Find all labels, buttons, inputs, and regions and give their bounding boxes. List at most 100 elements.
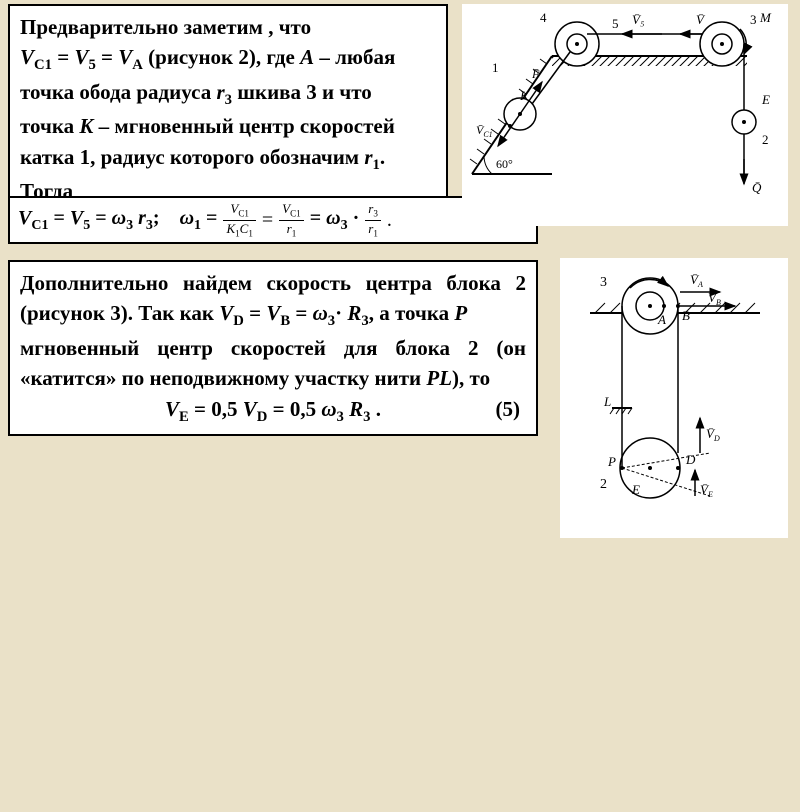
text: = [48, 207, 69, 229]
label-Q: Q̄ [752, 180, 762, 195]
sym: V [282, 201, 290, 216]
sym: V [165, 397, 179, 421]
sub: 3 [363, 409, 370, 425]
text: ; [153, 207, 180, 229]
sym: A [300, 45, 314, 69]
box1-line4: точка K – мгновенный центр скоростей [20, 111, 436, 141]
sym: ω [180, 207, 194, 229]
text: = [290, 301, 312, 325]
sub: D [233, 314, 244, 330]
sym: ω [326, 207, 340, 229]
sub: C1 [238, 209, 249, 219]
sub: 3 [361, 314, 368, 330]
sym: R [347, 301, 361, 325]
figure-2: 3 A V̄A B V̄B L 2 P D V̄D E V̄E Рисунок … [560, 258, 788, 538]
text: . [371, 397, 382, 421]
sub: 3 [146, 218, 153, 233]
box1-line1: Предварительно заметим , что [20, 12, 436, 42]
text: = [244, 301, 266, 325]
text: = [90, 207, 111, 229]
sub: 1 [292, 228, 297, 238]
sub: A [132, 58, 143, 74]
sym: PL [426, 366, 452, 390]
sub: B [280, 314, 290, 330]
sym: r [138, 207, 146, 229]
sym: V [219, 301, 233, 325]
sym: r [216, 80, 224, 104]
text: · [348, 207, 360, 229]
sub: C1 [34, 58, 52, 74]
fraction-1: VC1 K1C1 [223, 202, 255, 238]
sym: V [20, 45, 34, 69]
angle-label: 60° [496, 157, 513, 171]
sub: E [179, 409, 189, 425]
sym: r [364, 145, 372, 169]
text: = [96, 45, 118, 69]
text: = 0,5 [267, 397, 321, 421]
box1-line3: точка обода радиуса r3 шкива 3 и что [20, 77, 436, 112]
text: – любая [314, 45, 395, 69]
sub: C1 [290, 209, 301, 219]
text: катка 1, радиус которого обозначим [20, 145, 364, 169]
label-4: 4 [540, 10, 547, 25]
label-1: 1 [492, 60, 499, 75]
sym: V [266, 301, 280, 325]
sym: P [454, 301, 467, 325]
sym: ω [112, 207, 126, 229]
sub: 5 [88, 58, 95, 74]
textbox-1: Предварительно заметим , что VC1 = V5 = … [8, 4, 448, 215]
sub: D [257, 409, 268, 425]
text: (рисунок 2), где [143, 45, 300, 69]
box1-line2: VC1 = V5 = VA (рисунок 2), где A – любая [20, 42, 436, 77]
label-3b: 3 [600, 275, 607, 290]
box3-p2: мгновенный центр скоростей для блока 2 (… [20, 333, 526, 394]
sym: ω [321, 397, 336, 421]
sub: 3 [225, 92, 232, 108]
label-VE: V̄E [700, 482, 713, 499]
label-D: D [685, 452, 696, 467]
fraction-3: r3 r1 [365, 202, 381, 238]
text: шкива 3 и что [232, 80, 372, 104]
sym: V [243, 397, 257, 421]
label-V5: V̄₅ [632, 12, 644, 27]
sym: R [349, 397, 363, 421]
label-2b: 2 [600, 477, 607, 492]
label-M: M [759, 10, 772, 25]
text: ), то [452, 366, 490, 390]
figure-1: 60° 4 5 V̄₅ V̄ 3 M E 2 Q̄ 1 K V̄C1 F̄ Ри… [462, 4, 788, 226]
equation-4: VC1 = V5 = ω3 r3; ω1 = VC1 K1C1 = VC1 r1… [18, 202, 528, 238]
sym: K [79, 114, 93, 138]
label-Eb: E [631, 482, 640, 497]
text: . [380, 145, 385, 169]
label-E: E [761, 92, 770, 107]
label-3: 3 [750, 12, 757, 27]
sym: V [118, 45, 132, 69]
text: = [262, 209, 273, 232]
label-5: 5 [612, 16, 619, 31]
text: точка обода радиуса [20, 80, 216, 104]
figure-2-svg: 3 A V̄A B V̄B L 2 P D V̄D E V̄E [560, 258, 788, 538]
label-VD: V̄D [706, 426, 720, 443]
text: = 0,5 [189, 397, 243, 421]
label-B: B [682, 308, 690, 323]
box1-line5: катка 1, радиус которого обозначим r1. [20, 142, 436, 177]
text: точка [20, 114, 79, 138]
fraction-2: VC1 r1 [279, 202, 304, 238]
textbox-2-equation: VC1 = V5 = ω3 r3; ω1 = VC1 K1C1 = VC1 r1… [8, 196, 538, 244]
sub: 3 [337, 409, 344, 425]
text: , а точка [369, 301, 455, 325]
label-2: 2 [762, 132, 769, 147]
sub: 1 [373, 228, 378, 238]
label-VA: V̄A [690, 272, 703, 289]
sub: 1 [194, 218, 201, 233]
equation-number-5: (5) [496, 394, 521, 424]
figure-1-svg: 60° 4 5 V̄₅ V̄ 3 M E 2 Q̄ 1 K V̄C1 F̄ [462, 4, 788, 226]
sub: 3 [341, 218, 348, 233]
text: = [310, 207, 326, 229]
text: . [387, 209, 392, 232]
text: · [335, 301, 347, 325]
sub: 1 [248, 228, 253, 238]
label-A: A [657, 312, 666, 327]
label-V: V̄ [696, 12, 706, 27]
box3-p1: Дополнительно найдем скорость центра бло… [20, 268, 526, 333]
